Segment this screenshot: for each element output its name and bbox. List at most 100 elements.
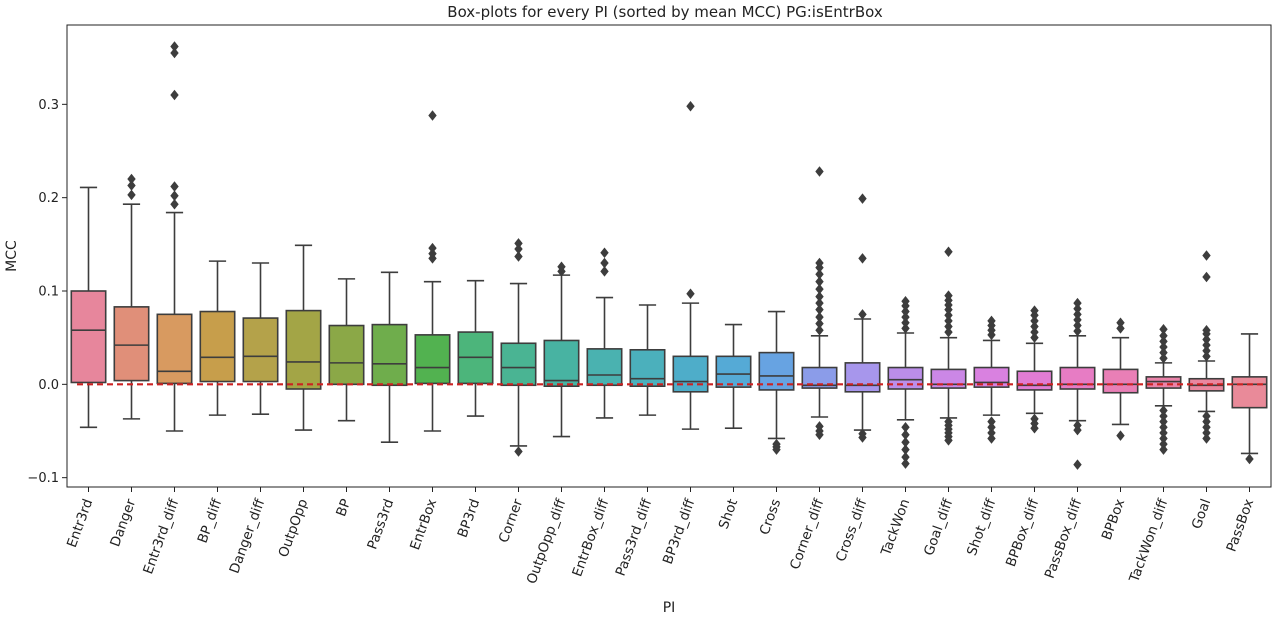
x-axis: Entr3rd Danger Entr3rd_diff BP_diff Danger_d… bbox=[64, 487, 1257, 586]
outlier-point bbox=[1159, 341, 1168, 353]
outlier-point bbox=[901, 422, 910, 433]
outlier-point bbox=[901, 323, 910, 334]
outlier-point bbox=[944, 246, 953, 258]
box-iqr bbox=[500, 342, 537, 387]
box-iqr bbox=[844, 362, 881, 393]
outlier-point bbox=[901, 429, 910, 440]
box-iqr bbox=[629, 348, 666, 387]
box-iqr bbox=[328, 324, 365, 386]
outlier-point bbox=[944, 326, 953, 338]
outlier-point bbox=[944, 310, 953, 321]
outlier-point bbox=[1073, 459, 1082, 470]
x-tick-label: Shot_diff bbox=[964, 496, 999, 558]
outlier-point bbox=[170, 198, 179, 210]
boxes-layer bbox=[70, 41, 1268, 470]
outlier-point bbox=[1159, 422, 1168, 433]
outlier-point bbox=[600, 266, 609, 277]
outlier-point bbox=[1116, 430, 1125, 441]
outlier-point bbox=[815, 268, 824, 280]
x-tick-label: Pass3rd bbox=[364, 497, 397, 552]
outlier-point bbox=[514, 446, 523, 457]
box-BP_diff bbox=[199, 260, 236, 416]
outlier-point bbox=[1202, 422, 1211, 433]
box-iqr bbox=[715, 355, 752, 388]
box-iqr bbox=[371, 323, 408, 387]
outlier-point bbox=[600, 247, 609, 258]
outlier-point bbox=[1116, 317, 1125, 328]
outlier-point bbox=[1030, 305, 1039, 316]
outlier-point bbox=[815, 257, 824, 269]
outlier-point bbox=[1073, 303, 1082, 314]
outlier-point bbox=[1159, 324, 1168, 335]
outlier-point bbox=[815, 311, 824, 323]
outlier-point bbox=[1159, 427, 1168, 439]
x-tick-label: Goal_diff bbox=[921, 496, 956, 558]
box-Cross_diff bbox=[844, 193, 881, 443]
outlier-point bbox=[170, 190, 179, 202]
x-axis-label: PI bbox=[663, 600, 676, 616]
x-tick-label: OutpOpp bbox=[275, 497, 311, 560]
box-iqr bbox=[672, 355, 709, 393]
box-BPBox_diff bbox=[1016, 305, 1053, 434]
outlier-point bbox=[127, 189, 136, 201]
box-iqr bbox=[113, 306, 150, 382]
x-tick-label: Entr3rd_diff bbox=[140, 496, 182, 576]
outlier-point bbox=[1073, 424, 1082, 436]
box-Danger bbox=[113, 173, 150, 420]
outlier-point bbox=[1245, 453, 1254, 465]
outlier-point bbox=[1073, 297, 1082, 309]
outlier-point bbox=[1202, 339, 1211, 351]
outlier-point bbox=[815, 276, 824, 287]
box-iqr bbox=[1231, 376, 1268, 409]
x-tick-label: BP3rd_diff bbox=[660, 496, 699, 566]
box-Entr3rd_diff bbox=[156, 41, 193, 432]
plot-frame bbox=[66, 24, 1272, 488]
box-EntrBox bbox=[414, 110, 451, 432]
outlier-point bbox=[1159, 405, 1168, 416]
outlier-point bbox=[1030, 422, 1039, 434]
box-iqr bbox=[1016, 370, 1053, 391]
outlier-point bbox=[901, 311, 910, 323]
outlier-point bbox=[1159, 336, 1168, 347]
outlier-point bbox=[1030, 332, 1039, 343]
outlier-point bbox=[901, 296, 910, 307]
outlier-point bbox=[428, 242, 437, 254]
x-tick-label: Danger bbox=[107, 496, 139, 549]
box-iqr bbox=[543, 339, 580, 388]
outlier-point bbox=[815, 297, 824, 309]
outlier-point bbox=[1202, 334, 1211, 345]
chart-title: Box-plots for every PI (sorted by mean M… bbox=[447, 3, 883, 21]
x-tick-label: PassBox bbox=[1223, 497, 1257, 554]
outlier-point bbox=[815, 166, 824, 177]
outlier-point bbox=[170, 47, 179, 59]
outlier-point bbox=[514, 251, 523, 262]
box-iqr bbox=[199, 310, 236, 383]
outlier-point bbox=[1202, 427, 1211, 439]
x-tick-label: BP3rd bbox=[455, 497, 484, 540]
outlier-point bbox=[1073, 309, 1082, 320]
outlier-point bbox=[1073, 320, 1082, 331]
outlier-point bbox=[815, 324, 824, 336]
x-tick-label: PassBox_diff bbox=[1042, 496, 1086, 580]
outlier-point bbox=[987, 422, 996, 433]
x-tick-label: OutpOpp_diff bbox=[524, 496, 570, 586]
outlier-point bbox=[1159, 416, 1168, 427]
box-Pass3rd bbox=[371, 271, 408, 444]
outlier-point bbox=[514, 238, 523, 249]
outlier-point bbox=[1030, 321, 1039, 332]
outlier-point bbox=[1202, 433, 1211, 444]
box-BP bbox=[328, 278, 365, 422]
outlier-point bbox=[1159, 330, 1168, 342]
outlier-point bbox=[858, 193, 867, 204]
outlier-point bbox=[686, 288, 695, 300]
box-TackWon bbox=[887, 296, 924, 469]
x-tick-label: EntrBox_diff bbox=[569, 496, 612, 579]
outlier-point bbox=[815, 304, 824, 315]
y-axis: −0.1 0.0 0.1 0.2 0.3 bbox=[27, 98, 67, 486]
outlier-point bbox=[1159, 352, 1168, 364]
box-OutpOpp_diff bbox=[543, 261, 580, 438]
x-tick-label: BPBox bbox=[1099, 497, 1129, 542]
outlier-point bbox=[1159, 433, 1168, 444]
outlier-point bbox=[944, 435, 953, 446]
outlier-point bbox=[858, 253, 867, 264]
